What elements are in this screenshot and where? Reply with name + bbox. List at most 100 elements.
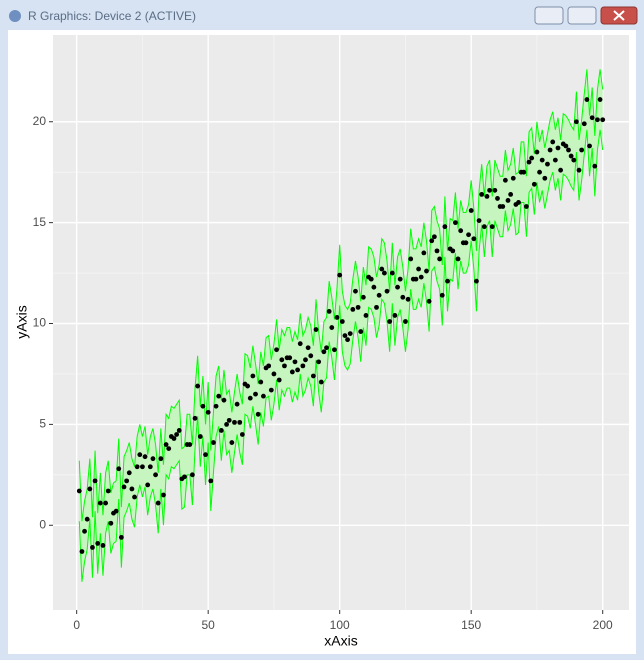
point [592,163,598,169]
point [118,534,124,540]
point [305,345,311,351]
point [468,208,474,213]
point [329,325,335,330]
point [158,456,164,462]
point [555,145,561,151]
y-axis-title: yAxis [14,305,30,338]
y-tick-label: 0 [39,517,46,531]
point [587,143,592,149]
point [455,256,461,262]
point [129,486,135,492]
point [92,478,98,484]
point [510,175,516,181]
point [195,383,201,389]
point [271,371,277,377]
point [384,288,390,294]
point [505,198,511,203]
point [116,466,122,472]
point [203,452,208,458]
point [124,478,130,484]
point [234,401,240,407]
point [489,224,495,230]
point [389,270,395,276]
point [568,153,574,159]
point [200,403,206,409]
point [397,276,403,282]
point [318,379,324,385]
point [176,428,182,433]
point [166,446,172,451]
point [584,97,590,102]
point [508,191,514,197]
point [521,169,527,175]
point [97,500,103,506]
point [424,268,429,274]
point [355,304,361,310]
point [458,228,464,234]
point [345,337,350,343]
point [189,472,195,478]
x-tick-label: 100 [330,618,350,632]
point [105,488,111,494]
point [563,143,569,149]
point [126,470,132,476]
point [90,545,95,550]
y-tick-label: 10 [33,316,47,330]
point [108,520,114,526]
point [247,395,253,401]
x-tick-label: 200 [593,618,613,632]
point [566,147,571,153]
point [476,218,482,224]
window-title: R Graphics: Device 2 (ACTIVE) [28,9,196,23]
point [239,432,245,437]
point [321,349,327,355]
point [192,415,198,421]
point [150,456,156,462]
point [597,97,603,102]
point [268,387,274,393]
point [292,359,298,365]
point [537,169,542,175]
point [408,256,414,262]
point [387,319,393,324]
y-tick-label: 20 [33,114,47,128]
point [287,355,293,361]
point [516,200,521,205]
point [371,284,377,290]
point [426,298,432,304]
point [261,393,266,399]
point [137,452,143,458]
point [237,419,243,425]
point [392,313,398,318]
point [500,204,506,209]
point [502,177,508,183]
point [474,278,479,284]
point [140,464,145,470]
point [413,276,419,282]
point [82,528,87,534]
maximize-button[interactable] [567,6,597,25]
point [250,373,256,379]
point [245,383,251,389]
minimize-button[interactable] [534,6,564,25]
point [276,377,282,383]
point [545,161,550,167]
point [350,306,356,312]
point [316,359,322,365]
point [76,488,82,494]
point [147,464,153,470]
point [531,181,537,187]
point [113,508,119,514]
point [121,484,127,490]
point [279,357,285,363]
point [100,543,106,548]
point [439,292,445,298]
point [463,240,469,246]
point [282,363,287,369]
point [395,284,400,290]
y-tick-label: 5 [39,417,46,431]
point [163,442,169,447]
point [595,117,600,123]
point [216,393,222,399]
